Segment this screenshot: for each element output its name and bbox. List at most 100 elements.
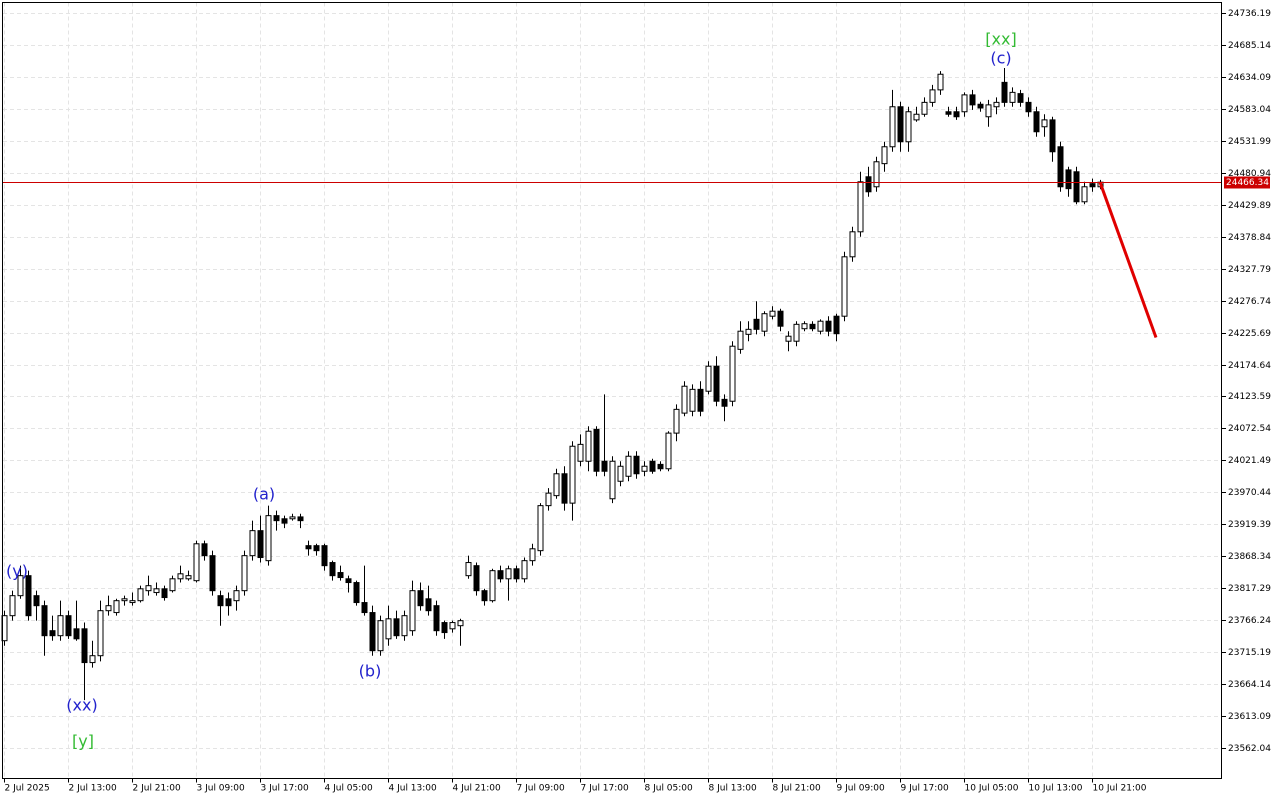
candle-body: [865, 176, 872, 193]
x-tick-label: 2 Jul 21:00: [133, 784, 182, 794]
candle-body: [233, 590, 240, 602]
candle-body: [769, 310, 776, 317]
x-tick-label: 7 Jul 17:00: [581, 784, 630, 794]
wave-label: (a): [253, 485, 275, 504]
candle-body: [537, 505, 544, 552]
candle-body: [553, 473, 560, 497]
candle-body: [1081, 186, 1088, 203]
candle-body: [457, 620, 464, 627]
candle-body: [393, 618, 400, 637]
candle-body: [177, 573, 184, 580]
x-tick-label: 9 Jul 17:00: [901, 784, 950, 794]
y-tick-label: 24736.19: [1228, 9, 1271, 19]
candle-body: [281, 518, 288, 524]
candle-body: [465, 562, 472, 577]
candle-body: [193, 543, 200, 582]
candle-body: [377, 620, 384, 652]
candle-body: [681, 385, 688, 414]
candle-body: [137, 588, 144, 602]
candle-body: [209, 555, 216, 592]
y-tick-label: 23562.04: [1228, 744, 1271, 754]
candle-body: [25, 575, 32, 617]
candle-body: [849, 231, 856, 258]
candle-body: [961, 94, 968, 113]
candle-body: [449, 622, 456, 630]
candle-body: [489, 570, 496, 602]
candle-body: [921, 101, 928, 115]
x-tick-label: 10 Jul 13:00: [1029, 784, 1083, 794]
candle-body: [169, 578, 176, 592]
candle-body: [601, 460, 608, 472]
y-tick-label: 24634.09: [1228, 73, 1271, 83]
x-tick-label: 8 Jul 21:00: [773, 784, 822, 794]
candle-body: [1033, 111, 1040, 133]
candle-body: [353, 582, 360, 604]
candle-body: [569, 445, 576, 504]
candle-body: [929, 89, 936, 103]
y-tick-label: 24021.49: [1228, 456, 1271, 466]
candle-body: [793, 323, 800, 342]
candle-body: [433, 605, 440, 632]
candle-body: [497, 570, 504, 580]
candle-body: [17, 575, 24, 597]
y-tick-label: 23970.44: [1228, 488, 1271, 498]
y-tick-label: 24072.54: [1228, 424, 1271, 434]
x-tick-label: 3 Jul 09:00: [197, 784, 246, 794]
candle-body: [417, 590, 424, 607]
candle-body: [225, 598, 232, 607]
y-tick-label: 23664.14: [1228, 680, 1271, 690]
candle-body: [481, 590, 488, 602]
candle-body: [953, 111, 960, 118]
candle-body: [473, 565, 480, 592]
candle-body: [1009, 91, 1016, 103]
x-tick-label: 3 Jul 17:00: [261, 784, 310, 794]
wave-label: (c): [990, 49, 1011, 68]
candle-body: [625, 455, 632, 477]
x-tick-label: 8 Jul 13:00: [709, 784, 758, 794]
candle-body: [273, 515, 280, 522]
candle-body: [609, 460, 616, 500]
candle-body: [897, 106, 904, 143]
candle-body: [673, 408, 680, 434]
candle-body: [641, 465, 648, 472]
y-tick-label: 23919.39: [1228, 520, 1271, 530]
last-price-label: 24466.34: [1226, 178, 1269, 188]
candle-body: [105, 605, 112, 612]
candle-body: [57, 615, 64, 637]
y-tick-label: 23817.29: [1228, 584, 1271, 594]
candle-body: [1049, 119, 1056, 153]
candle-body: [409, 590, 416, 632]
x-tick-label: 7 Jul 09:00: [517, 784, 566, 794]
candle-body: [217, 595, 224, 607]
candle-body: [753, 318, 760, 330]
candle-body: [745, 328, 752, 335]
candle-body: [313, 545, 320, 552]
candle-body: [761, 313, 768, 332]
candle-body: [81, 628, 88, 664]
candle-body: [937, 73, 944, 91]
forecast-line: [1098, 181, 1158, 338]
candle-body: [777, 310, 784, 327]
y-tick-label: 24378.84: [1228, 233, 1271, 243]
candle-body: [337, 572, 344, 579]
candle-body: [145, 585, 152, 592]
wave-label: (y): [6, 562, 28, 581]
candle-body: [1073, 171, 1080, 203]
candle-body: [369, 612, 376, 652]
y-tick-label: 24276.74: [1228, 297, 1271, 307]
candle-body: [305, 545, 312, 550]
candle-body: [881, 146, 888, 165]
candle-body: [713, 365, 720, 402]
candle-body: [161, 588, 168, 599]
candle-body: [297, 516, 304, 522]
candle-body: [809, 323, 816, 330]
candle-body: [985, 104, 992, 118]
candle-body: [185, 575, 192, 580]
candle-body: [729, 345, 736, 402]
x-tick-label: 2 Jul 13:00: [69, 784, 118, 794]
candle-body: [385, 618, 392, 640]
candle-body: [321, 545, 328, 567]
candle-body: [1057, 146, 1064, 188]
y-tick-label: 24225.69: [1228, 329, 1271, 339]
